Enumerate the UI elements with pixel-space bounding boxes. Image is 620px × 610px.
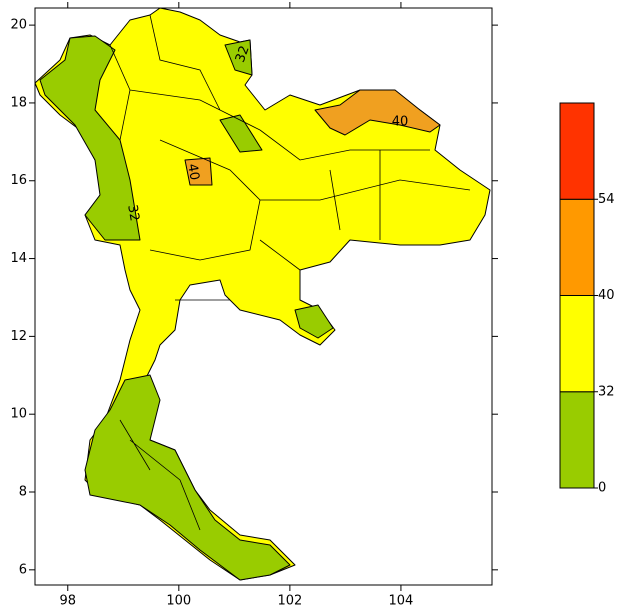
colorbar-label: 32 (598, 384, 615, 399)
land-green-north (224, 39, 253, 76)
land-orange-north (184, 157, 213, 186)
colorbar-label: 40 (598, 288, 615, 303)
y-tick-label: 10 (10, 407, 27, 422)
land-green-south (84, 374, 291, 581)
land-green-east (294, 304, 334, 339)
x-tick-label: 104 (389, 594, 414, 609)
colorbar-label: 54 (598, 192, 615, 207)
y-tick-label: 8 (19, 485, 27, 500)
y-tick-label: 18 (10, 95, 27, 110)
x-tick-label: 102 (277, 594, 302, 609)
x-tick-label: 100 (166, 594, 191, 609)
colorbar-segment (559, 391, 595, 489)
colorbar-segment (559, 295, 595, 393)
x-tick-label: 98 (59, 594, 76, 609)
land-orange-northeast (314, 89, 441, 136)
colorbar-segment (559, 198, 595, 296)
country (34, 7, 491, 581)
colorbar-segment (559, 102, 595, 200)
contour-label: 32 (124, 204, 142, 223)
contour-label: 40 (392, 115, 409, 130)
y-tick-label: 16 (10, 173, 27, 188)
colorbar-label: 0 (598, 481, 606, 496)
contour-label: 40 (184, 163, 202, 182)
y-tick-label: 6 (19, 562, 27, 577)
land-yellow (34, 7, 491, 581)
y-tick-label: 14 (10, 251, 27, 266)
contour-label: 32 (233, 44, 253, 65)
province-borders (109, 14, 471, 531)
y-tick-label: 12 (10, 329, 27, 344)
y-tick-label: 20 (10, 18, 27, 33)
land-green-west (39, 35, 141, 241)
